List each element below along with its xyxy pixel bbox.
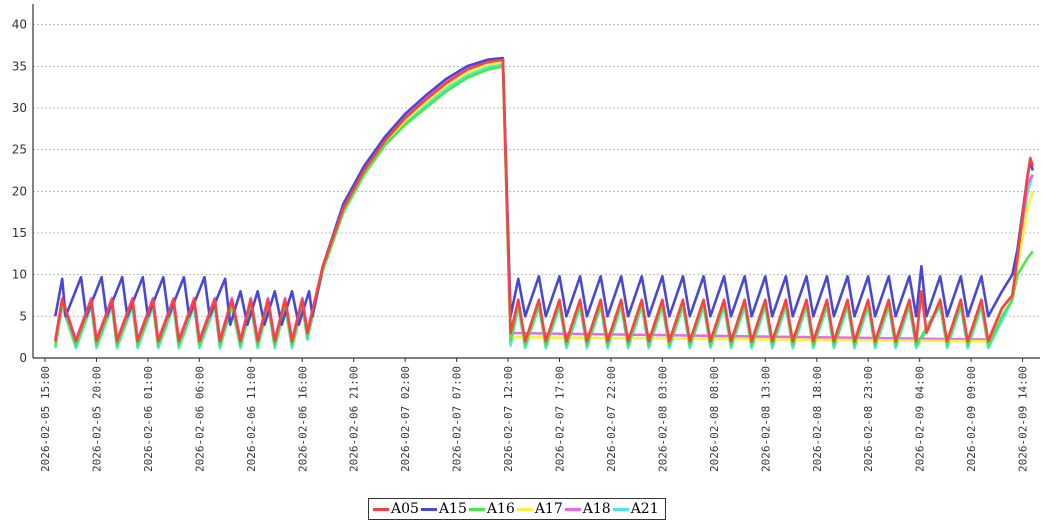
legend-label: A15	[438, 501, 467, 517]
x-tick-labels: 2026-02-05 15:00 2026-02-05 20:00 2026-02-…	[39, 366, 1030, 472]
legend-swatch	[564, 507, 581, 511]
x-tick-label: 2026-02-07 17:00	[554, 366, 567, 472]
legend-item-a16: A16	[468, 501, 515, 517]
series-line-a05	[54, 58, 1035, 343]
x-tick-label: 2026-02-06 06:00	[193, 366, 206, 472]
legend-item-a05: A05	[373, 501, 419, 517]
legend-label: A21	[630, 501, 659, 517]
x-tick-label: 2026-02-07 02:00	[399, 366, 412, 472]
y-tick-label: 0	[19, 351, 27, 365]
x-tick-label: 2026-02-09 09:00	[965, 366, 978, 472]
x-tick-label: 2026-02-07 12:00	[502, 366, 515, 472]
series-line-a15	[54, 56, 1035, 327]
x-tick-label: 2026-02-07 07:00	[451, 366, 464, 472]
x-tick-label: 2026-02-07 22:00	[605, 366, 618, 472]
y-tick-label: 30	[12, 101, 27, 115]
series-lines	[54, 56, 1035, 350]
legend-label: A18	[582, 501, 611, 517]
y-tick-label: 35	[12, 59, 27, 73]
x-tick-label: 2026-02-06 11:00	[245, 366, 258, 472]
axes	[32, 4, 1040, 362]
y-tick-labels: 0 5 10 15 20 25 30 35 40	[12, 18, 27, 365]
x-tick-label: 2026-02-08 18:00	[811, 366, 824, 472]
y-tick-label: 25	[12, 143, 27, 157]
x-tick-label: 2026-02-06 01:00	[142, 366, 155, 472]
x-tick-label: 2026-02-08 08:00	[708, 366, 721, 472]
legend-item-a21: A21	[612, 501, 659, 517]
legend-swatch	[420, 507, 437, 511]
x-tick-label: 2026-02-09 14:00	[1017, 366, 1030, 472]
legend-swatch	[516, 507, 533, 511]
legend-swatch	[612, 507, 629, 511]
y-tick-label: 5	[19, 309, 27, 323]
legend-label: A16	[486, 501, 515, 517]
y-tick-label: 20	[12, 184, 27, 198]
y-tick-label: 40	[12, 18, 27, 32]
x-tick-label: 2026-02-08 23:00	[862, 366, 875, 472]
x-tick-label: 2026-02-08 13:00	[759, 366, 772, 472]
x-tick-label: 2026-02-05 15:00	[39, 366, 52, 472]
legend-swatch	[373, 507, 389, 511]
legend-label: A17	[534, 501, 563, 517]
gridlines	[33, 24, 1040, 317]
x-tick-label: 2026-02-08 03:00	[656, 366, 669, 472]
legend-item-a15: A15	[420, 501, 467, 517]
legend: A05 A15 A16 A17 A18 A21	[368, 498, 666, 520]
x-tick-label: 2026-02-06 21:00	[348, 366, 361, 472]
series-line-a18	[54, 57, 1034, 342]
legend-item-a17: A17	[516, 501, 563, 517]
y-tick-label: 10	[12, 268, 27, 282]
x-tick-label: 2026-02-09 04:00	[914, 366, 927, 472]
x-tick-label: 2026-02-05 20:00	[90, 366, 103, 472]
legend-item-a18: A18	[564, 501, 611, 517]
y-tick-label: 15	[12, 226, 27, 240]
legend-label: A05	[391, 501, 419, 517]
x-tick-label: 2026-02-06 16:00	[296, 366, 309, 472]
legend-swatch	[468, 507, 485, 511]
